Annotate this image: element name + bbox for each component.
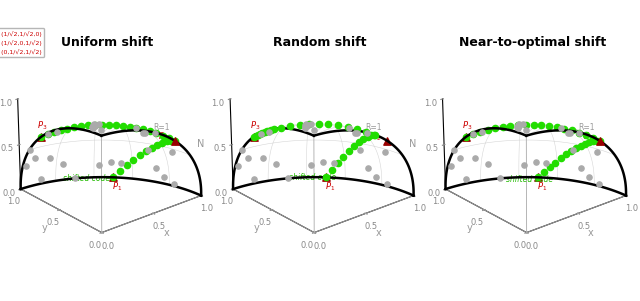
- Title: Uniform shift: Uniform shift: [61, 36, 154, 49]
- X-axis label: x: x: [163, 228, 169, 238]
- X-axis label: x: x: [588, 228, 594, 238]
- X-axis label: x: x: [376, 228, 381, 238]
- Title: Random shift: Random shift: [273, 36, 367, 49]
- Legend: P₁ (1/√2,1/√2,0), P₂ (1/√2,0,1/√2), P₃ (0,1/√2,1/√2): P₁ (1/√2,1/√2,0), P₂ (1/√2,0,1/√2), P₃ (…: [0, 28, 44, 57]
- Y-axis label: y: y: [467, 223, 472, 233]
- Y-axis label: y: y: [42, 223, 47, 233]
- Title: Near-to-optimal shift: Near-to-optimal shift: [459, 36, 606, 49]
- Y-axis label: y: y: [254, 223, 260, 233]
